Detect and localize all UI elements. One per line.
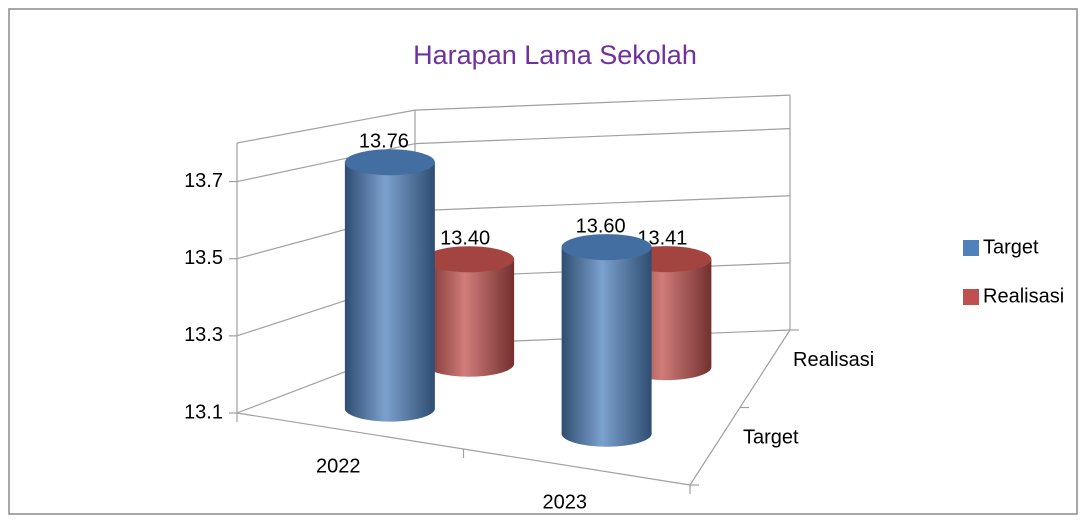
depth-label: Target	[743, 427, 799, 449]
grid-line	[414, 128, 791, 145]
x-tick-label: 2023	[543, 491, 588, 513]
legend-label: Target	[983, 236, 1039, 258]
y-tick-label: 13.7	[184, 170, 223, 192]
wall-edge	[236, 109, 416, 144]
cylinder-body	[424, 259, 515, 377]
cylinder-top	[561, 234, 652, 261]
data-label: 13.76	[359, 131, 409, 153]
legend-label: Realisasi	[983, 285, 1064, 307]
legend-swatch	[963, 289, 979, 305]
data-label: 13.60	[576, 215, 626, 237]
cylinder	[424, 246, 515, 377]
y-tick-label: 13.1	[184, 401, 223, 423]
legend-swatch	[963, 240, 979, 256]
chart-border	[8, 8, 1078, 515]
cylinder-body	[561, 247, 652, 447]
grid-line	[414, 195, 791, 212]
chart-title: Harapan Lama Sekolah	[413, 40, 697, 70]
cylinder-body	[344, 162, 435, 422]
cylinder	[561, 234, 652, 447]
x-tick-label: 2022	[316, 455, 361, 477]
cylinder-top	[424, 246, 515, 273]
y-tick-label: 13.5	[184, 247, 223, 269]
cylinder	[344, 149, 435, 422]
cylinder-top	[344, 149, 435, 176]
depth-label: Realisasi	[793, 349, 874, 371]
y-tick-label: 13.3	[184, 324, 223, 346]
data-label: 13.40	[440, 228, 490, 250]
wall-edge	[414, 94, 791, 111]
